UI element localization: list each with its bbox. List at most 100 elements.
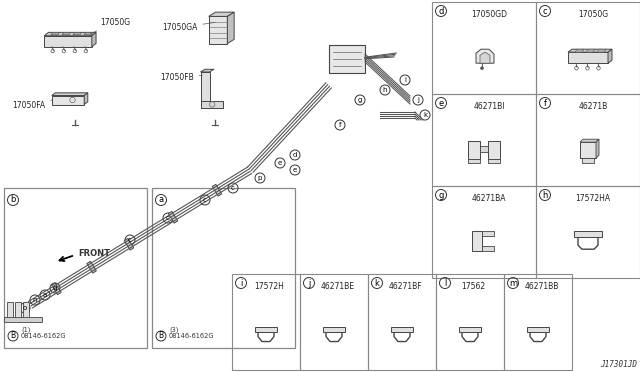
Polygon shape [84, 93, 88, 105]
Bar [472, 231, 482, 251]
Text: 17050G: 17050G [90, 18, 130, 34]
Text: m: m [509, 279, 517, 288]
Text: b: b [10, 196, 16, 205]
Bar [536, 2, 640, 94]
Polygon shape [209, 16, 227, 44]
Polygon shape [476, 49, 494, 63]
Text: j: j [308, 279, 310, 288]
Text: J17301JD: J17301JD [600, 360, 637, 369]
Text: 17050FB: 17050FB [160, 73, 202, 82]
Bar [480, 146, 488, 152]
Text: l: l [444, 279, 446, 288]
Bar [15, 302, 21, 318]
Bar [582, 158, 594, 163]
Text: q: q [53, 285, 57, 291]
Polygon shape [168, 211, 178, 223]
Text: 08146-6162G: 08146-6162G [21, 333, 67, 339]
Bar [436, 274, 504, 370]
Bar [432, 2, 536, 94]
Bar [468, 141, 480, 159]
Text: i: i [240, 279, 242, 288]
Polygon shape [597, 49, 606, 52]
Text: c: c [128, 237, 132, 243]
Polygon shape [87, 261, 96, 273]
Text: h: h [542, 190, 548, 199]
Polygon shape [209, 12, 234, 16]
Polygon shape [596, 139, 599, 158]
Bar [482, 246, 494, 251]
Text: 46271B: 46271B [579, 102, 608, 111]
Bar [4, 317, 42, 322]
Polygon shape [62, 32, 70, 35]
Polygon shape [586, 49, 595, 52]
Bar [574, 231, 602, 237]
Text: 17562: 17562 [461, 282, 486, 291]
Bar [468, 159, 480, 163]
Polygon shape [575, 49, 584, 52]
Polygon shape [200, 101, 223, 108]
Text: c: c [166, 215, 170, 221]
Text: o: o [23, 305, 27, 311]
Text: k: k [423, 112, 427, 118]
Text: 17050G: 17050G [578, 10, 608, 19]
Text: j: j [417, 97, 419, 103]
Polygon shape [580, 139, 599, 142]
Text: e: e [438, 99, 444, 108]
Text: c: c [543, 6, 547, 16]
Text: c: c [231, 185, 235, 191]
Bar [7, 302, 13, 318]
Text: c: c [203, 197, 207, 203]
Text: a: a [159, 196, 164, 205]
Circle shape [481, 67, 483, 70]
Bar [459, 327, 481, 331]
Text: p: p [258, 175, 262, 181]
Text: d: d [438, 6, 444, 16]
Polygon shape [52, 96, 84, 105]
Bar [232, 274, 300, 370]
Bar [300, 274, 368, 370]
Polygon shape [200, 72, 209, 108]
Text: k: k [374, 279, 380, 288]
Text: 46271BI: 46271BI [474, 102, 505, 111]
Text: FRONT: FRONT [78, 248, 110, 257]
Text: a: a [43, 292, 47, 298]
Polygon shape [200, 69, 214, 72]
Text: g: g [358, 97, 362, 103]
Text: e: e [278, 160, 282, 166]
Text: 46271BE: 46271BE [321, 282, 355, 291]
Polygon shape [568, 52, 608, 63]
Polygon shape [227, 12, 234, 44]
Bar [4, 188, 147, 348]
Bar [391, 327, 413, 331]
Bar [482, 231, 494, 236]
Text: h: h [383, 87, 387, 93]
Text: B: B [10, 331, 15, 340]
Text: 17572HA: 17572HA [575, 194, 611, 203]
Polygon shape [84, 32, 93, 35]
Text: g: g [438, 190, 444, 199]
Polygon shape [44, 36, 92, 47]
Bar [580, 142, 596, 158]
Polygon shape [51, 32, 60, 35]
Text: e: e [293, 167, 297, 173]
Polygon shape [44, 32, 96, 36]
Bar [368, 274, 436, 370]
Bar [23, 302, 29, 318]
Text: 46271BB: 46271BB [524, 282, 559, 291]
Text: 46271BA: 46271BA [472, 194, 506, 203]
Bar [432, 94, 536, 186]
Bar [488, 141, 500, 159]
Text: 17572H: 17572H [255, 282, 284, 291]
Bar [432, 186, 536, 278]
Text: n: n [33, 297, 37, 303]
Bar [255, 327, 277, 331]
Text: f: f [543, 99, 547, 108]
Bar [527, 327, 549, 331]
Bar [323, 327, 345, 331]
Polygon shape [568, 49, 612, 52]
Text: 17050GA: 17050GA [162, 22, 215, 32]
Polygon shape [480, 52, 490, 63]
Bar [488, 159, 500, 163]
Polygon shape [212, 185, 221, 196]
Bar [504, 274, 572, 370]
